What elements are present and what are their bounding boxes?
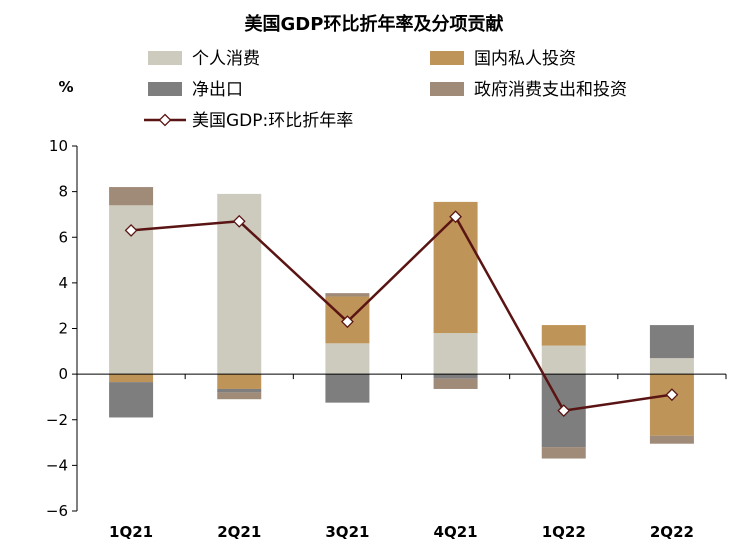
y-tick-label: −6 — [46, 502, 68, 520]
y-tick-label: −4 — [46, 456, 68, 474]
gdp-point — [124, 223, 138, 237]
bar-segment — [325, 343, 370, 375]
legend-label: 国内私人投资 — [474, 49, 576, 69]
y-tick-label: 2 — [58, 320, 68, 338]
bar-segment — [433, 201, 478, 334]
y-tick-label: −2 — [46, 411, 68, 429]
bar-segment — [325, 293, 370, 297]
x-tick-label: 2Q22 — [650, 523, 694, 541]
bar-segment — [217, 388, 262, 393]
bar-segment — [541, 345, 586, 375]
bar-segment — [217, 374, 262, 389]
legend-swatch — [430, 51, 464, 65]
y-axis-unit: % — [58, 78, 73, 96]
x-tick-label: 2Q21 — [217, 523, 261, 541]
legend-swatch — [148, 82, 182, 96]
y-tick-label: 0 — [58, 365, 68, 383]
bar-segment — [433, 374, 478, 379]
chart-title: 美国GDP环比折年率及分项贡献 — [245, 13, 504, 35]
legend-swatch — [148, 51, 182, 65]
legend-label: 个人消费 — [192, 49, 260, 69]
axes-layer: 10 8 6 4 2 0 −2 −4 −6 1Q21 2Q21 3Q21 4Q21 1Q22 2Q22 — [46, 137, 727, 541]
y-tick-label: 10 — [49, 137, 68, 155]
gdp-series-line — [130, 215, 673, 412]
bar-segment — [109, 382, 154, 418]
bars-layer — [109, 187, 694, 459]
x-tick-label: 1Q22 — [542, 523, 586, 541]
bar-segment — [649, 374, 694, 436]
bar-segment — [433, 378, 478, 389]
legend-label: 美国GDP:环比折年率 — [192, 111, 353, 131]
legend-label: 净出口 — [192, 80, 243, 100]
gdp-line-layer — [124, 210, 679, 418]
gdp-point — [665, 388, 679, 402]
bar-segment — [109, 187, 154, 206]
gdp-point — [557, 404, 571, 418]
y-tick-label: 8 — [58, 183, 68, 201]
bar-segment — [541, 325, 586, 346]
bar-segment — [649, 325, 694, 359]
legend-swatch — [430, 82, 464, 96]
bar-segment — [649, 358, 694, 375]
bar-segment — [649, 435, 694, 444]
bar-segment — [541, 447, 586, 459]
x-tick-label: 3Q21 — [325, 523, 369, 541]
legend-diamond-marker — [158, 113, 172, 127]
gdp-point — [340, 315, 354, 329]
bar-segment — [433, 333, 478, 375]
bar-segment — [109, 374, 154, 383]
gdp-point — [449, 210, 463, 224]
bar-segment — [325, 374, 370, 403]
y-tick-label: 6 — [58, 228, 68, 246]
x-tick-label: 4Q21 — [434, 523, 478, 541]
legend-label: 政府消费支出和投资 — [474, 80, 627, 100]
y-tick-label: 4 — [58, 274, 68, 292]
bar-segment — [217, 392, 262, 400]
gdp-point — [232, 214, 246, 228]
x-tick-label: 1Q21 — [109, 523, 153, 541]
